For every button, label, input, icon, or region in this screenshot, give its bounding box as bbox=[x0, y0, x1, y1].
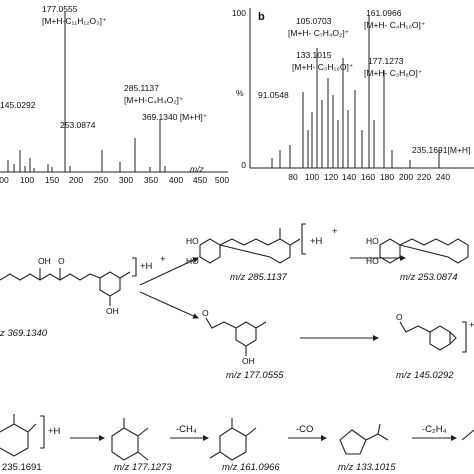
peak-label: 133.1015 bbox=[296, 50, 332, 60]
product-285 bbox=[199, 228, 301, 264]
x-axis-label: m/z bbox=[190, 164, 204, 174]
atom: HO bbox=[366, 236, 379, 246]
mz-label: m/z 253.0874 bbox=[400, 272, 458, 283]
peak-label: [M+H- C₂H₆O]⁺ bbox=[364, 68, 423, 78]
product-161 bbox=[209, 418, 257, 461]
x-tick-label: 100 bbox=[305, 172, 319, 182]
x-tick-label: 300 bbox=[119, 175, 133, 185]
peaks bbox=[7, 12, 166, 172]
charge: +H bbox=[140, 261, 153, 272]
spectrum-b: b 100 0 % 105.0703 [M+H- C₇H₄O₂]⁺ 161.09… bbox=[232, 8, 474, 182]
y-tick-label: 100 bbox=[232, 8, 246, 18]
x-tick-label: 400 bbox=[169, 175, 183, 185]
y-tick-label: 0 bbox=[241, 160, 246, 170]
atom: HO bbox=[186, 256, 199, 266]
y-axis-label: % bbox=[236, 88, 244, 98]
charge: + bbox=[469, 320, 474, 331]
curcumin-structure bbox=[0, 268, 131, 306]
bracket bbox=[40, 415, 45, 449]
atom: O bbox=[202, 308, 209, 318]
product-177 bbox=[205, 317, 267, 356]
product-fragment bbox=[461, 429, 474, 441]
atom: O bbox=[396, 312, 403, 322]
product-177 bbox=[111, 418, 149, 461]
atom: OH bbox=[38, 256, 51, 266]
peak-label: [M+H- C₃H₁₀O]⁺ bbox=[292, 62, 354, 72]
atom: HO bbox=[366, 256, 379, 266]
peak-label: 369.1340 [M+H]⁺ bbox=[142, 112, 208, 122]
loss-label: -C₂H₄ bbox=[422, 424, 447, 435]
x-tick-label: 140 bbox=[342, 172, 356, 182]
loss-label: -CO bbox=[296, 424, 313, 435]
panel-label: b bbox=[258, 11, 265, 23]
mz-label: m/z 177.0555 bbox=[226, 370, 284, 381]
mz-label: m/z 285.1137 bbox=[230, 272, 288, 283]
x-tick-label: 240 bbox=[436, 172, 450, 182]
bracket bbox=[462, 321, 467, 353]
atom: O bbox=[58, 256, 65, 266]
x-tick-label: 180 bbox=[380, 172, 394, 182]
charge: + bbox=[332, 226, 338, 237]
x-tick-label: 250 bbox=[94, 175, 108, 185]
atom: OH bbox=[242, 356, 255, 366]
product-133 bbox=[339, 423, 389, 455]
atom: HO bbox=[186, 236, 199, 246]
x-tick-label: 160 bbox=[361, 172, 375, 182]
peak-label: 177.0555 bbox=[42, 4, 78, 14]
reactant bbox=[0, 414, 37, 457]
shape: 00 100 150 200 250 300 350 400 450 500 bbox=[0, 175, 229, 185]
bracket bbox=[301, 223, 306, 255]
product-253 bbox=[379, 238, 469, 264]
bracket bbox=[132, 257, 137, 277]
x-tick-label: 220 bbox=[417, 172, 431, 182]
arrow bbox=[139, 257, 199, 286]
scheme-2: +H 235.1691 m/z 177.1273 -CH₄ m/z 161.09… bbox=[0, 414, 474, 473]
peak-label: 161.0966 bbox=[366, 8, 402, 18]
peak-label: 235.1691[M+H] bbox=[412, 145, 470, 155]
x-tick-label: 200 bbox=[399, 172, 413, 182]
mz-label: m/z 133.1015 bbox=[338, 462, 396, 473]
x-tick-label: 350 bbox=[144, 175, 158, 185]
peak-label: [M+H- C₄H₁₀O]⁺ bbox=[364, 20, 426, 30]
x-tick-label: 00 bbox=[0, 175, 9, 185]
x-tick-label: 120 bbox=[324, 172, 338, 182]
shape: 80 100 120 140 160 180 200 220 240 bbox=[288, 172, 450, 182]
x-tick-label: 150 bbox=[45, 175, 59, 185]
product-145 bbox=[399, 321, 457, 351]
charge: + bbox=[160, 254, 166, 265]
x-tick-label: 80 bbox=[288, 172, 298, 182]
peak-label: [M+H-C₁₁H₁₂O₃]⁺ bbox=[42, 16, 107, 26]
peak-label: 253.0874 bbox=[60, 120, 96, 130]
loss-label: -CH₄ bbox=[176, 424, 197, 435]
peak-label: 177.1273 bbox=[368, 56, 404, 66]
scheme-1: OH O OH +H + z 369.1340 HO HO +H + m/z 2… bbox=[0, 223, 474, 381]
spectrum-a: 177.0555 [M+H-C₁₁H₁₂O₃]⁺ 145.0292 253.08… bbox=[0, 4, 229, 185]
x-tick-label: 500 bbox=[215, 175, 229, 185]
x-tick-label: 450 bbox=[193, 175, 207, 185]
peaks bbox=[271, 16, 440, 168]
peak-label: 91.0548 bbox=[258, 90, 289, 100]
atom: OH bbox=[106, 306, 119, 316]
peak-label: 105.0703 bbox=[296, 16, 332, 26]
x-tick-label: 100 bbox=[20, 175, 34, 185]
peak-label: [M+H-C₄H₄O₂]⁺ bbox=[124, 95, 184, 105]
charge: +H bbox=[310, 236, 323, 247]
peak-label: [M+H- C₇H₄O₂]⁺ bbox=[288, 28, 350, 38]
x-tick-label: 200 bbox=[69, 175, 83, 185]
peak-label: 285.1137 bbox=[124, 83, 159, 93]
mz-label: 235.1691 bbox=[2, 462, 42, 473]
mz-label: m/z 161.0966 bbox=[222, 462, 280, 473]
charge: +H bbox=[48, 426, 61, 437]
peak-label: 145.0292 bbox=[0, 100, 36, 110]
mz-label: m/z 177.1273 bbox=[114, 462, 172, 473]
mz-label: z 369.1340 bbox=[0, 328, 48, 339]
mz-label: m/z 145.0292 bbox=[396, 370, 454, 381]
arrow bbox=[139, 291, 199, 319]
